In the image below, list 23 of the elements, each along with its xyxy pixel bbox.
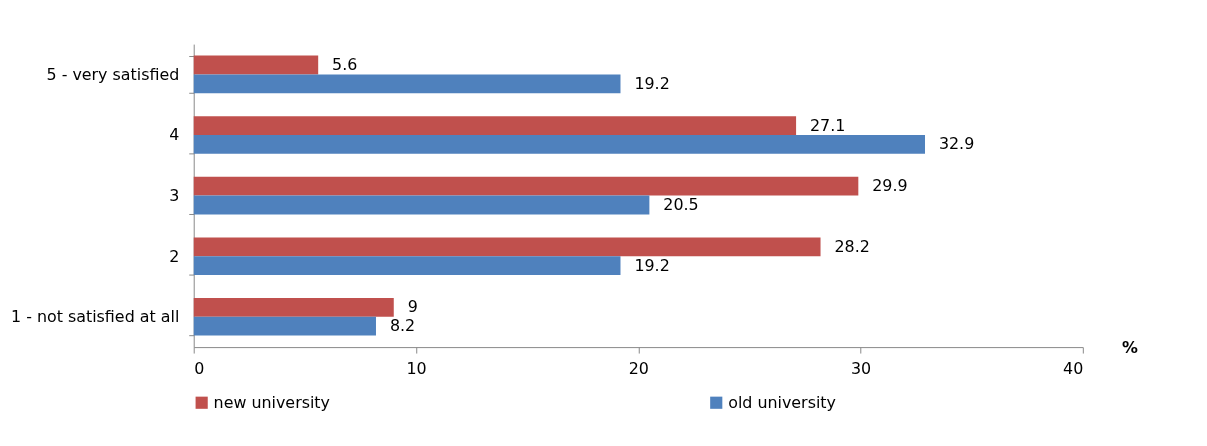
y-tick-label: 5 - very satisfied — [46, 64, 180, 84]
data-label: 32.9 — [938, 134, 975, 154]
x-axis-title: % — [1122, 337, 1139, 357]
legend-label: new university — [213, 392, 330, 412]
x-tick-label: 20 — [628, 359, 649, 379]
y-tick-label: 3 — [169, 186, 180, 206]
data-label: 19.2 — [634, 73, 670, 93]
data-label: 5.6 — [332, 54, 358, 74]
data-label: 28.2 — [834, 236, 870, 256]
x-tick-label: 40 — [1063, 359, 1084, 379]
x-tick-label: 10 — [406, 359, 427, 379]
data-label: 20.5 — [663, 194, 699, 214]
y-tick-label: 4 — [169, 125, 180, 145]
data-label: 27.1 — [809, 115, 846, 135]
data-label: 9 — [407, 297, 418, 317]
y-tick-label: 2 — [169, 246, 180, 266]
data-label: 8.2 — [389, 316, 416, 336]
x-tick-label: 30 — [850, 359, 872, 379]
x-tick-label: 0 — [194, 359, 205, 379]
data-label: 29.9 — [872, 176, 908, 196]
legend-label: old university — [728, 392, 836, 412]
y-tick-label: 1 - not satisfied at all — [11, 307, 180, 327]
data-label: 19.2 — [634, 255, 670, 275]
